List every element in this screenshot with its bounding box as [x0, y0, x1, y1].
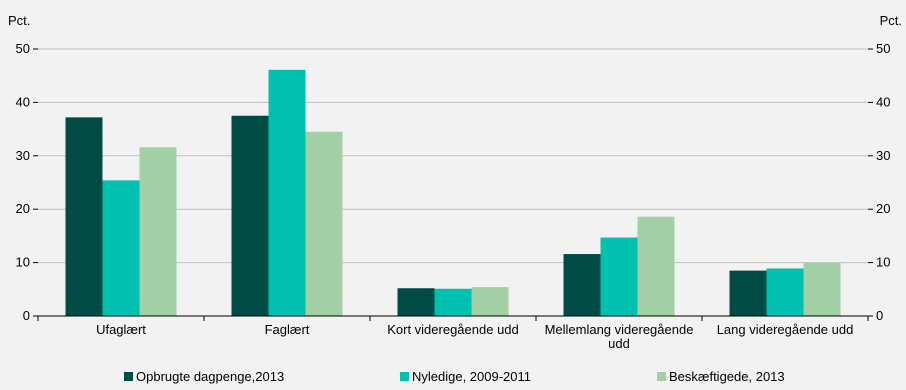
x-tick-label: Kort videregående udd [387, 322, 519, 337]
legend-label: Nyledige, 2009-2011 [412, 369, 531, 384]
bar [729, 270, 767, 316]
bar [397, 288, 435, 316]
bar [766, 268, 804, 316]
y-tick-label-left: 10 [16, 255, 30, 270]
bar [803, 262, 841, 316]
legend-swatch [400, 372, 409, 381]
bar [268, 69, 306, 317]
y-tick-label-right: 0 [876, 308, 883, 323]
bar [305, 131, 343, 316]
y-tick-label-left: 40 [16, 94, 30, 109]
y-tick-label-left: 0 [23, 308, 30, 323]
y-tick-label-left: 50 [16, 41, 30, 56]
x-tick-label-line: Faglært [265, 322, 310, 337]
y-tick-label-left: 20 [16, 201, 30, 216]
x-tick-label: Mellemlang videregående udd [545, 322, 694, 351]
legend: Opbrugte dagpenge,2013 Nyledige, 2009-201… [124, 369, 785, 384]
x-tick-label: Lang videregående udd [717, 322, 854, 337]
bar [600, 237, 638, 316]
x-tick-label-line: Lang videregående udd [717, 322, 854, 337]
y-tick-label-right: 50 [876, 41, 890, 56]
x-tick-label-line: Kort videregående udd [387, 322, 519, 337]
legend-swatch [657, 372, 666, 381]
y-tick-label-right: 10 [876, 255, 890, 270]
bar [563, 254, 601, 316]
bar [231, 115, 269, 316]
bars [65, 69, 841, 317]
x-tick-label-line: Ufaglært [96, 322, 146, 337]
y-tick-label-left: 30 [16, 148, 30, 163]
bar [102, 180, 140, 316]
legend-label: Beskæftigede, 2013 [669, 369, 785, 384]
y-unit-right: Pct. [880, 13, 902, 28]
x-tick-label-line: Mellemlang videregående [545, 322, 694, 337]
x-tick-label: Ufaglært [96, 322, 146, 337]
y-tick-label-right: 30 [876, 148, 890, 163]
y-tick-label-right: 40 [876, 94, 890, 109]
bar [471, 287, 509, 316]
x-tick-label: Faglært [265, 322, 310, 337]
y-unit-left: Pct. [8, 13, 30, 28]
axes: 0 0 10 10 20 20 30 30 40 40 50 50 Ufaglært Faglært Kor… [16, 41, 891, 351]
legend-swatch [124, 372, 133, 381]
x-tick-label-line: udd [608, 336, 630, 351]
bar [139, 147, 177, 316]
legend-label: Opbrugte dagpenge,2013 [136, 369, 284, 384]
bar [434, 288, 472, 316]
bar [637, 216, 675, 316]
bar [65, 117, 103, 317]
y-tick-label-right: 20 [876, 201, 890, 216]
